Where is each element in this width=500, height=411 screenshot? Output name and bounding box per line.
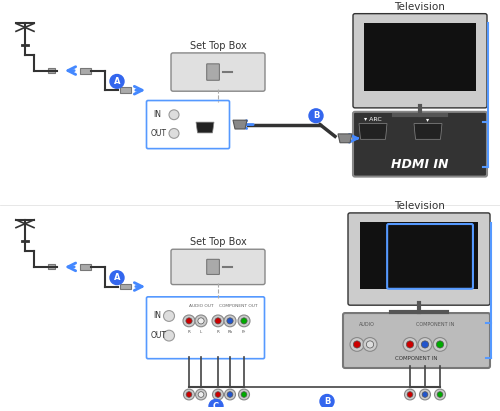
- Circle shape: [212, 389, 224, 400]
- Circle shape: [437, 392, 443, 397]
- Circle shape: [309, 109, 323, 122]
- FancyBboxPatch shape: [206, 259, 220, 275]
- Text: B: B: [313, 111, 319, 120]
- Circle shape: [433, 337, 447, 351]
- Circle shape: [354, 341, 360, 348]
- Text: C: C: [213, 402, 219, 411]
- Text: Set Top Box: Set Top Box: [190, 237, 246, 247]
- Text: R: R: [216, 330, 220, 334]
- Circle shape: [227, 318, 233, 324]
- Circle shape: [366, 341, 374, 348]
- Circle shape: [224, 389, 235, 400]
- Circle shape: [169, 110, 179, 120]
- Bar: [360, 222, 478, 289]
- Circle shape: [241, 318, 247, 324]
- FancyBboxPatch shape: [171, 249, 265, 284]
- Circle shape: [164, 311, 174, 321]
- Text: B: B: [324, 397, 330, 406]
- FancyBboxPatch shape: [171, 53, 265, 91]
- Text: IN: IN: [153, 312, 161, 321]
- Text: Television: Television: [394, 201, 444, 211]
- Text: Pr: Pr: [242, 330, 246, 334]
- Bar: [120, 87, 130, 93]
- Bar: [120, 284, 130, 289]
- Circle shape: [434, 389, 446, 400]
- Circle shape: [209, 399, 223, 411]
- Circle shape: [195, 315, 207, 327]
- FancyBboxPatch shape: [348, 213, 490, 305]
- FancyBboxPatch shape: [146, 101, 230, 149]
- Bar: [80, 68, 90, 74]
- Text: IN: IN: [153, 110, 161, 119]
- Text: AUDIO: AUDIO: [359, 322, 375, 327]
- Circle shape: [404, 389, 415, 400]
- Circle shape: [110, 271, 124, 284]
- Text: Pb: Pb: [228, 330, 232, 334]
- Circle shape: [238, 315, 250, 327]
- Circle shape: [406, 341, 414, 348]
- Polygon shape: [359, 124, 387, 139]
- Circle shape: [320, 395, 334, 408]
- Circle shape: [110, 74, 124, 88]
- Text: ▾ ARC: ▾ ARC: [364, 117, 382, 122]
- Circle shape: [212, 315, 224, 327]
- Text: A: A: [114, 273, 120, 282]
- FancyBboxPatch shape: [206, 64, 220, 80]
- Bar: [48, 264, 54, 269]
- Polygon shape: [233, 120, 247, 129]
- Circle shape: [198, 392, 204, 397]
- Circle shape: [241, 392, 247, 397]
- Circle shape: [184, 389, 194, 400]
- Circle shape: [169, 129, 179, 139]
- Circle shape: [186, 392, 192, 397]
- Circle shape: [420, 389, 430, 400]
- Circle shape: [196, 389, 206, 400]
- Text: L: L: [200, 330, 202, 334]
- Text: AUDIO OUT: AUDIO OUT: [189, 304, 213, 308]
- Bar: [80, 264, 90, 270]
- Text: COMPONENT IN: COMPONENT IN: [416, 322, 454, 327]
- Circle shape: [403, 337, 417, 351]
- Circle shape: [436, 341, 444, 348]
- Text: R: R: [188, 330, 190, 334]
- Text: Television: Television: [394, 2, 446, 12]
- Circle shape: [215, 392, 221, 397]
- Circle shape: [186, 318, 192, 324]
- Circle shape: [350, 337, 364, 351]
- FancyBboxPatch shape: [146, 297, 264, 359]
- Text: OUT: OUT: [151, 331, 167, 340]
- Text: A: A: [114, 77, 120, 86]
- Bar: [364, 23, 476, 92]
- Text: HDMI IN: HDMI IN: [391, 158, 449, 171]
- Text: Set Top Box: Set Top Box: [190, 41, 246, 51]
- Text: OUT: OUT: [151, 129, 167, 138]
- Circle shape: [418, 337, 432, 351]
- Circle shape: [198, 318, 204, 324]
- Circle shape: [227, 392, 233, 397]
- Circle shape: [422, 341, 428, 348]
- Circle shape: [224, 315, 236, 327]
- FancyBboxPatch shape: [343, 313, 490, 368]
- Circle shape: [238, 389, 250, 400]
- Circle shape: [164, 330, 174, 341]
- FancyBboxPatch shape: [353, 14, 487, 108]
- Text: ▾: ▾: [426, 117, 430, 122]
- Circle shape: [183, 315, 195, 327]
- Circle shape: [407, 392, 413, 397]
- Polygon shape: [414, 124, 442, 139]
- Circle shape: [363, 337, 377, 351]
- Circle shape: [422, 392, 428, 397]
- Polygon shape: [338, 134, 352, 143]
- Circle shape: [215, 318, 221, 324]
- Bar: [48, 68, 54, 73]
- Text: COMPONENT OUT: COMPONENT OUT: [219, 304, 257, 308]
- FancyBboxPatch shape: [353, 112, 487, 177]
- Text: COMPONENT IN: COMPONENT IN: [395, 356, 438, 361]
- Polygon shape: [196, 122, 214, 133]
